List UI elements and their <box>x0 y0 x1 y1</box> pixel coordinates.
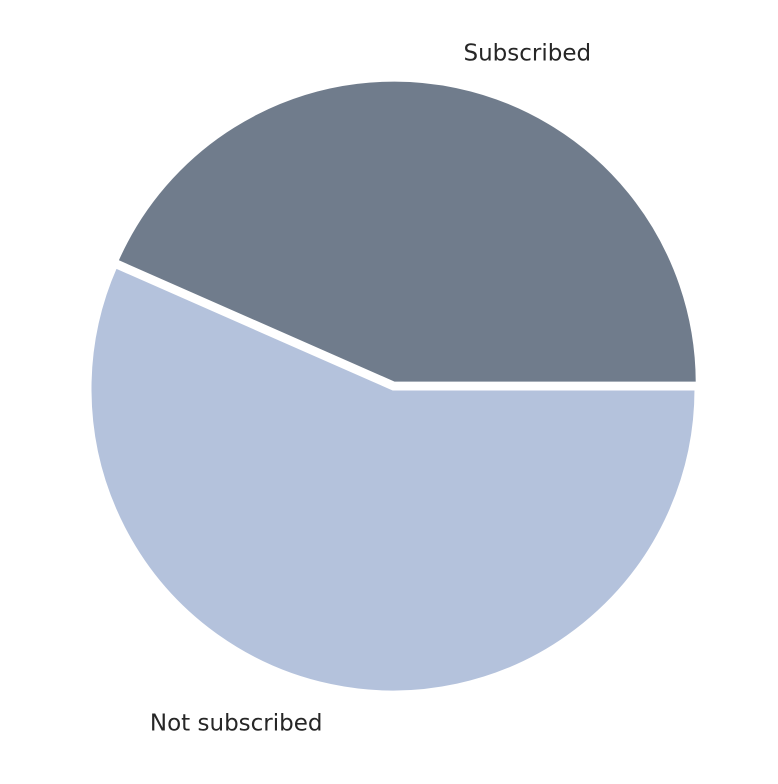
pie-label-not-subscribed: Not subscribed <box>150 711 323 737</box>
pie-slices <box>88 78 699 694</box>
pie-label-subscribed: Subscribed <box>463 40 591 66</box>
pie-slice-subscribed <box>115 78 699 385</box>
pie-labels: Subscribed Not subscribed <box>150 40 591 736</box>
pie-slice-not-subscribed <box>88 265 698 694</box>
